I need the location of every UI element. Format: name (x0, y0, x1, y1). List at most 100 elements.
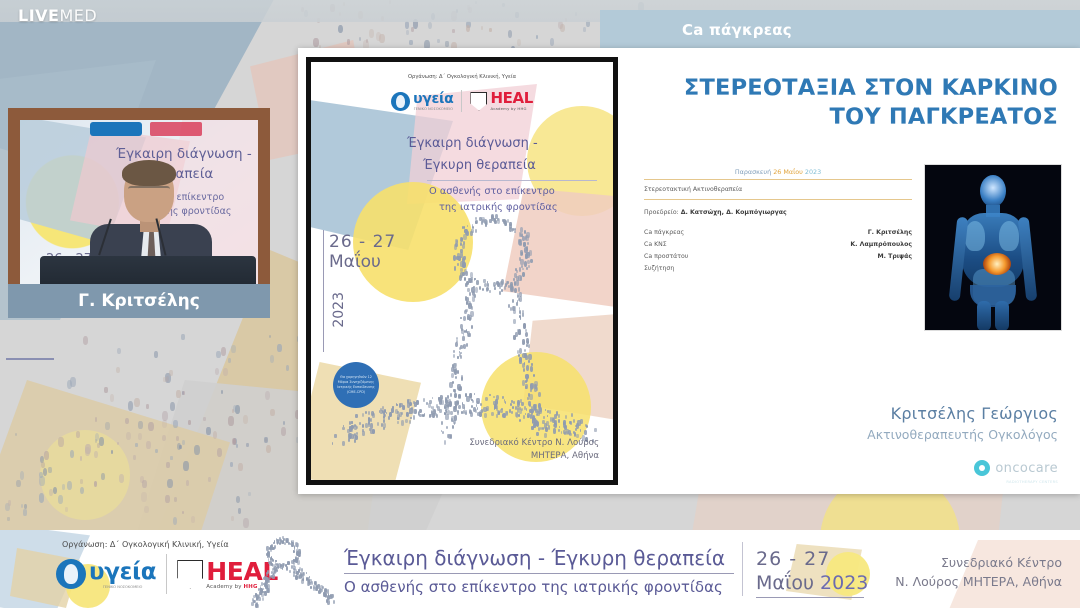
video-backdrop-line3: νής στο επίκεντρο (136, 192, 225, 203)
banner-date-monthyear: Μαΐου 2023 (756, 572, 868, 594)
presenter-block: Κριτσέλης Γεώργιος Ακτινοθεραπευτής Ογκο… (867, 404, 1058, 442)
heal-sub: Academy by HHG (490, 106, 527, 111)
program-rows: Ca πάγκρεας Γ. Κριτσέλης Ca ΚΝΣ Κ. Λαμπρόπο… (644, 226, 912, 275)
ygeia-mark-icon (56, 559, 86, 589)
program-date-prefix: Παρασκευή (734, 168, 772, 176)
ygeia-mark-icon (391, 91, 411, 111)
heal-wordmark: HEAL (490, 89, 533, 107)
ygeia-wordmark: υγεία (413, 91, 454, 107)
poster-shape-yellow-big (353, 182, 473, 302)
poster-title-line1: Έγκαιρη διάγνωση - (407, 136, 538, 151)
heal-logo: HEAL Academy by HHG (470, 89, 533, 111)
program-row-speaker: Μ. Τριψάς (877, 252, 912, 260)
banner-center-text: Έγκαιρη διάγνωση - Έγκυρη θεραπεία Ο ασθ… (344, 546, 740, 596)
conference-poster[interactable]: Οργάνωση: Δ΄ Ογκολογική Κλινική, Υγεία υ… (306, 57, 618, 485)
program-row-speaker: Γ. Κριτσέλης (867, 228, 912, 236)
oncocare-logo: oncocare (974, 460, 1058, 476)
bottom-banner: Οργάνωση: Δ΄ Ογκολογική Κλινική, Υγεία υ… (0, 530, 1080, 608)
program-chairs-label: Προεδρείο: (644, 209, 679, 216)
heal-shield-icon (470, 91, 488, 111)
banner-date-month: Μαΐου (756, 572, 821, 594)
poster-venue-line2: ΜΗΤΕΡΑ, Αθήνα (530, 451, 599, 462)
logo-divider (461, 90, 463, 112)
anatomy-illustration (924, 164, 1062, 331)
poster-subtitle-line1: Ο ασθενής στο επίκεντρο (429, 186, 555, 197)
banner-ygeia-logo: υγεία ΓΕΝΙΚΟ ΝΟΣΟΚΟΜΕΙΟ (56, 559, 157, 589)
slide-window[interactable]: Οργάνωση: Δ΄ Ογκολογική Κλινική, Υγεία υ… (298, 48, 1080, 494)
speaker-video[interactable]: Έγκαιρη διάγνωση - ση θεραπεία νής στο ε… (8, 108, 270, 318)
anatomy-lung-right (999, 221, 1019, 251)
anatomy-leg-right (995, 301, 1009, 330)
banner-date-days: 26 - 27 (756, 548, 831, 570)
program-row-topic: Συζήτηση (644, 265, 675, 273)
anatomy-pancreas-glow (983, 253, 1011, 275)
banner-divider (742, 542, 743, 596)
poster-subtitle-line2: της ιατρικής φροντίδας (439, 202, 558, 213)
poster-shape-peach (503, 188, 613, 308)
program-rule-1 (644, 179, 912, 180)
session-header-bar: Ca πάγκρεας (600, 10, 1080, 50)
speaker-video-frame: Έγκαιρη διάγνωση - ση θεραπεία νής στο ε… (20, 120, 258, 306)
anatomy-head (980, 175, 1006, 207)
ygeia-logo-icon (90, 122, 142, 136)
banner-date-year: 2023 (820, 572, 869, 594)
banner-date: 26 - 27 Μαΐου 2023 (756, 548, 868, 598)
program-block: Παρασκευή 26 Μαΐου 2023 Στερεοτακτική Ακ… (644, 168, 912, 275)
banner-shape-yellow2 (826, 552, 870, 596)
program-row-topic: Ca πάγκρεας (644, 228, 685, 236)
poster-venue-line1: Συνεδριακό Κέντρο Ν. Λούρος (469, 437, 599, 448)
program-row-topic: Ca ΚΝΣ (644, 240, 667, 248)
program-row: Συζήτηση (644, 263, 912, 275)
poster-pane: Οργάνωση: Δ΄ Ογκολογική Κλινική, Υγεία υ… (298, 48, 626, 494)
banner-title: Έγκαιρη διάγνωση - Έγκυρη θεραπεία (344, 546, 726, 570)
ygeia-tagline: ΓΕΝΙΚΟ ΝΟΣΟΚΟΜΕΙΟ (413, 107, 454, 111)
speaker-name: Γ. Κριτσέλης (78, 291, 200, 311)
program-chairs: Προεδρείο: Δ. Κατσώχη, Δ. Κομπόγιωργας (644, 203, 912, 226)
program-row-topic: Ca προστάτου (644, 252, 689, 260)
banner-venue-line2: Ν. Λούρος ΜΗΤΕΡΑ, Αθήνα (895, 573, 1062, 589)
oncocare-tagline: RADIOTHERAPY CENTERS (1006, 480, 1058, 484)
program-chairs-names: Δ. Κατσώχη, Δ. Κομπόγιωργας (680, 209, 787, 216)
slide-title: ΣΤΕΡΕΟΤΑΞΙΑ ΣΤΟΝ ΚΑΡΚΙΝΟ ΤΟΥ ΠΑΓΚΡΕΑΤΟΣ (683, 75, 1058, 131)
program-row-speaker: Κ. Λαμπρόπουλος (850, 240, 912, 248)
banner-logos: υγεία ΓΕΝΙΚΟ ΝΟΣΟΚΟΜΕΙΟ HEAL Academy by … (56, 554, 278, 594)
banner-ribbon-graphic (230, 536, 350, 608)
banner-subtitle: Ο ασθενής στο επίκεντρο της ιατρικής φρο… (344, 578, 723, 596)
session-title: Ca πάγκρεας (682, 21, 792, 39)
presenter-role: Ακτινοθεραπευτής Ογκολόγος (867, 427, 1058, 442)
banner-logo-divider (166, 554, 168, 594)
speaker-name-band: Γ. Κριτσέλης (8, 284, 270, 318)
video-backdrop-line1: Έγκαιρη διάγνωση - (116, 146, 252, 162)
poster-date-year: 2023 (331, 292, 347, 328)
program-row: Ca πάγκρεας Γ. Κριτσέλης (644, 226, 912, 238)
poster-venue: Συνεδριακό Κέντρο Ν. Λούρος ΜΗΤΕΡΑ, Αθήν… (469, 437, 599, 465)
program-row: Ca προστάτου Μ. Τριψάς (644, 250, 912, 262)
oncocare-wordmark: oncocare (995, 460, 1058, 476)
poster-date-rule (323, 230, 324, 352)
banner-venue-line1: Συνεδριακό Κέντρο (941, 555, 1062, 570)
heal-sub: Academy by HHG (206, 584, 278, 590)
poster-organizer: Οργάνωση: Δ΄ Ογκολογική Κλινική, Υγεία (407, 74, 517, 80)
heal-sub-brand: HHG (243, 583, 258, 590)
poster-cme-badge: Θα χορηγηθούν 12 Μόρια Συνεχιζόμενης Ιατ… (333, 362, 379, 408)
poster-date-days: 26 - 27 (329, 232, 397, 252)
ygeia-logo: υγεία ΓΕΝΙΚΟ ΝΟΣΟΚΟΜΕΙΟ (391, 91, 454, 111)
program-rule-2 (644, 199, 912, 200)
program-date-day: 26 Μαΐου (773, 168, 803, 176)
logo-med: MED (59, 6, 98, 25)
livemed-logo[interactable]: LIVEMED (18, 6, 97, 25)
heal-logo-icon (150, 122, 202, 136)
oncocare-mark-icon (974, 460, 991, 476)
anatomy-lung-left (965, 221, 985, 251)
program-row: Ca ΚΝΣ Κ. Λαμπρόπουλος (644, 238, 912, 250)
poster-title-rule (427, 180, 597, 181)
video-backdrop-logos (90, 122, 202, 136)
program-session: Στερεοτακτική Ακτινοθεραπεία (644, 186, 743, 193)
banner-date-rule (756, 597, 864, 598)
awareness-ribbon-graphic (407, 212, 577, 452)
poster-date: 26 - 27 Μαΐου (329, 232, 396, 272)
banner-rule (344, 573, 734, 574)
heal-sub-pre: Academy by (206, 583, 244, 590)
ygeia-wordmark: υγεία (89, 559, 157, 585)
